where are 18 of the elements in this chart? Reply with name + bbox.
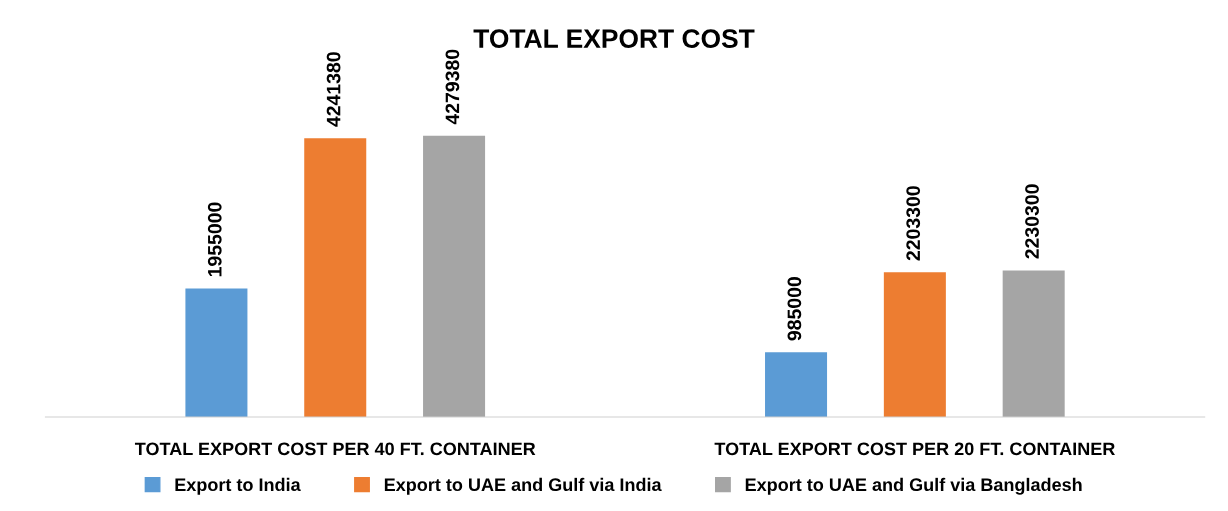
- legend-label: Export to UAE and Gulf via Bangladesh: [745, 477, 1082, 495]
- bar: [765, 352, 828, 417]
- data-label: 2203300: [906, 186, 921, 261]
- data-label: 4279380: [445, 49, 460, 125]
- legend-label: Export to India: [175, 477, 301, 495]
- x-tick-label: TOTAL EXPORT COST PER 20 FT. CONTAINER: [714, 442, 1115, 456]
- x-tick-label: TOTAL EXPORT COST PER 40 FT. CONTAINER: [134, 442, 536, 456]
- bar: [1002, 270, 1065, 417]
- data-label: 4241380: [326, 52, 341, 127]
- data-label: 1955000: [207, 202, 222, 277]
- chart-title: TOTAL EXPORT COST: [473, 29, 755, 48]
- bar: [185, 288, 248, 417]
- legend-label: Export to UAE and Gulf via India: [384, 477, 662, 495]
- data-label: 2230300: [1025, 184, 1039, 259]
- bar: [423, 135, 486, 417]
- bar: [883, 272, 946, 417]
- bar: [304, 138, 367, 417]
- data-label: 985000: [787, 277, 802, 341]
